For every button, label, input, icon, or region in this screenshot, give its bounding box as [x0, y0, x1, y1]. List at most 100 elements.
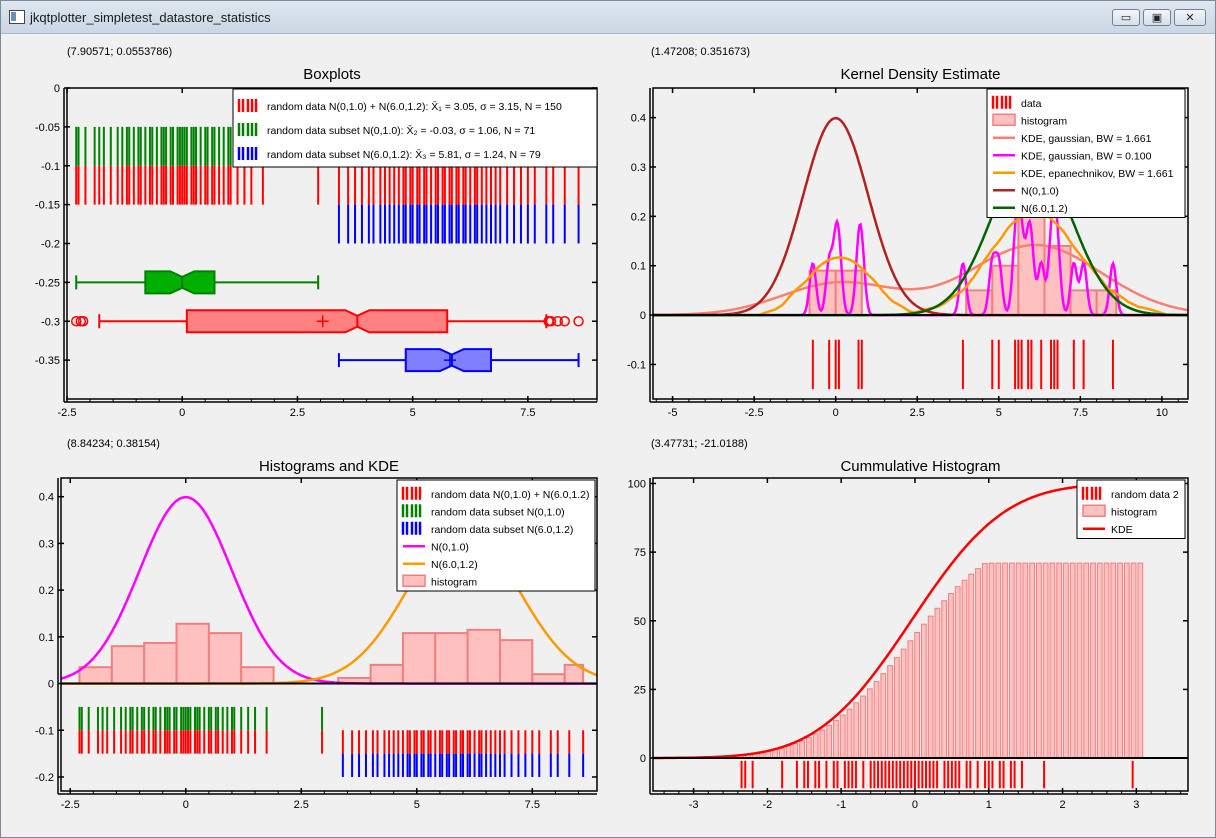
cum-hist-bar [1137, 562, 1144, 759]
kde-legend-swatch [992, 113, 1016, 126]
cum-ytick-label: 100 [628, 478, 646, 490]
cum-xtick-label: -1 [836, 799, 846, 811]
kde-xtick-label: 2.5 [910, 407, 925, 419]
cum-hist-bar [839, 714, 846, 759]
cum-legend-label: histogram [1111, 506, 1157, 518]
kde-ytick-label: 0 [640, 310, 646, 322]
boxplots-coords-readout: (7.90571; 0.0553786) [67, 46, 172, 58]
hist-legend-swatch [402, 574, 426, 587]
cum-hist-bar [981, 563, 988, 759]
hist-legend-box [396, 479, 596, 592]
boxplots-ytick-label: -0.15 [35, 200, 60, 212]
maximize-button[interactable]: ▣ [1143, 9, 1171, 26]
boxplots-legend-label: random data N(0,1.0) + N(6.0,1.2): X̄₁ =… [267, 100, 562, 113]
cum-hist-bar [772, 749, 778, 759]
cum-xtick-label: -3 [689, 799, 699, 811]
kde-series-0 [653, 243, 1188, 317]
boxplots-ytick-label: -0.35 [35, 355, 60, 367]
boxplot-1-outlier [573, 316, 584, 327]
title-bar[interactable]: jkqtplotter_simpletest_datastore_statist… [1, 1, 1215, 34]
hist-title: Histograms and KDE [259, 458, 399, 475]
boxplots-ytick-label: -0.2 [41, 239, 60, 251]
cum-hist-bar [1002, 562, 1008, 759]
cum-hist-bar [1103, 562, 1110, 759]
cum-hist-bar [792, 743, 799, 759]
hist-ytick-label: 0.1 [39, 632, 54, 644]
cum-ytick-label: 25 [634, 684, 646, 696]
kde-ytick-label: 0.4 [631, 113, 646, 125]
minimize-button[interactable]: ▭ [1112, 9, 1140, 26]
cum-xtick-label: 2 [1059, 799, 1065, 811]
boxplots-chart: Boxplots -2.5 0 2.5 5 7.5 0 -0.05 -0.1 -0.15 -0.2 -… [35, 66, 598, 419]
hist-frame [60, 477, 598, 792]
cum-hist-bar [968, 573, 975, 759]
cum-legend: random data 2 histogram KDE [1076, 479, 1186, 539]
boxplots-legend-label: random data subset N(6.0,1.2): X̄₃ = 5.8… [267, 148, 541, 161]
hist-legend-label: N(6.0,1.2) [431, 559, 478, 571]
kde-legend-label: histogram [1021, 115, 1067, 127]
cum-hist-bar [1029, 562, 1035, 759]
cum-hist-bar [778, 747, 785, 759]
boxplots-xtick-label: 0 [179, 407, 185, 419]
cum-hist-bar [1130, 562, 1137, 759]
hist-ytick-label: 0.3 [39, 538, 54, 550]
cum-hist-bar [1110, 562, 1117, 759]
kde-legend-label: N(0,1.0) [1021, 185, 1059, 197]
cum-hist-bar [1090, 562, 1096, 759]
cum-hist-bar [1008, 562, 1015, 759]
kde-xtick-label: -5 [668, 407, 678, 419]
hist-hist-bar [369, 663, 404, 685]
hist-hist-bar [143, 641, 178, 685]
cum-legend-label: random data 2 [1111, 489, 1179, 501]
cum-hist-bar [806, 737, 812, 759]
cum-hist-bar [846, 708, 853, 759]
cum-hist-bar [1076, 562, 1083, 759]
hist-legend-label: histogram [431, 576, 477, 588]
cum-hist-bar [819, 729, 826, 759]
cum-hist-bar [873, 680, 880, 759]
cum-hist-bar [1049, 562, 1056, 759]
cum-hist-bar [1083, 562, 1090, 759]
cum-hist-bar [1035, 562, 1042, 759]
cum-hist-bar [853, 702, 860, 759]
hist-hist-bar [531, 673, 566, 685]
kde-xtick-label: 10 [1156, 407, 1168, 419]
close-button[interactable]: ✕ [1174, 9, 1206, 26]
hist-hist-bar [401, 632, 437, 685]
hist-xtick-label: 2.5 [294, 799, 309, 811]
cum-hist-bar [785, 745, 792, 759]
kde-ytick-label: 0.3 [631, 162, 646, 174]
boxplot-1-outlier [545, 316, 557, 327]
hist-series-layer [61, 495, 597, 777]
cum-hist-bar [826, 724, 833, 759]
kde-ytick-label: -0.1 [627, 359, 646, 371]
cum-hist-bar [860, 695, 866, 759]
app-icon [9, 10, 25, 24]
kde-xtick-label: 7.5 [1073, 407, 1088, 419]
cum-legend-label: KDE [1111, 524, 1133, 536]
plots-canvas[interactable]: (7.90571; 0.0553786) (1.47208; 0.351673)… [1, 34, 1215, 837]
hist-coords-readout: (8.84234; 0.38154) [67, 438, 160, 450]
boxplots-ytick-label: -0.05 [35, 122, 60, 134]
cum-hist-bar [1117, 562, 1123, 759]
boxplots-legend: random data N(0,1.0) + N(6.0,1.2): X̄₁ =… [232, 88, 598, 168]
boxplots-ytick-label: 0 [54, 83, 60, 95]
cum-hist-bar [1063, 562, 1069, 759]
cum-hist-bar [1015, 562, 1022, 759]
cum-ytick-label: 75 [634, 547, 646, 559]
plot-area: (7.90571; 0.0553786) (1.47208; 0.351673)… [1, 34, 1215, 837]
cum-hist-bar [988, 562, 995, 759]
cum-hist-bar [1123, 562, 1130, 759]
hist-legend-label: random data subset N(0,1.0) [431, 506, 565, 518]
hist-hist-bar [466, 628, 501, 685]
boxplots-ytick-label: -0.25 [35, 277, 60, 289]
cum-legend-swatch [1082, 504, 1106, 517]
boxplot-1-outlier [559, 316, 570, 327]
cum-xtick-label: 1 [986, 799, 992, 811]
cum-hist-bar [1022, 562, 1029, 759]
hist-legend-label: N(0,1.0) [431, 541, 469, 553]
cum-chart: Cummulative Histogram -3 -2 -1 0 1 2 3 0 25 50 75 10… [628, 458, 1189, 811]
cum-hist-bar [880, 673, 887, 759]
hist-hist-bar [110, 645, 146, 685]
cum-hist-bar [887, 665, 893, 759]
